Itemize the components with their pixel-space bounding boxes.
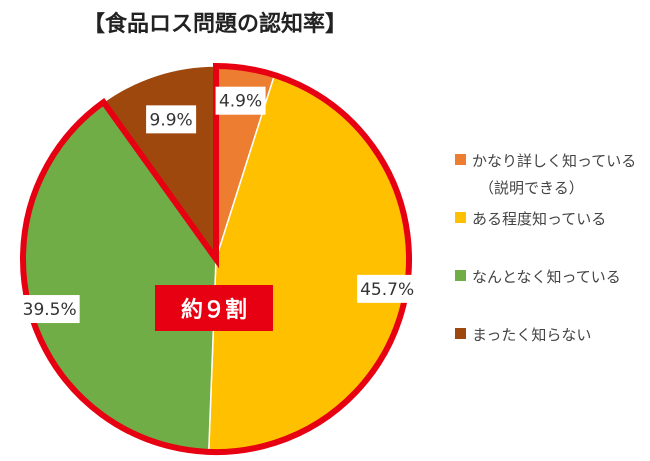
highlight-badge: 約９割 (155, 285, 273, 331)
legend-sublabel-1: （説明できる） (479, 179, 584, 197)
svg-text:45.7%: 45.7% (360, 280, 414, 300)
legend-swatch-2 (455, 212, 466, 223)
legend-swatch-1 (455, 154, 466, 165)
svg-text:9.9%: 9.9% (150, 110, 193, 130)
legend-label-2: ある程度知っている (472, 210, 607, 228)
legend-label-3: なんとなく知っている (472, 268, 621, 286)
highlight-outline (20, 62, 412, 455)
legend-swatch-3 (455, 270, 466, 281)
legend-item-1: かなり詳しく知っている （説明できる） (455, 150, 636, 198)
legend-item-3: なんとなく知っている (455, 266, 621, 287)
legend-item-2: ある程度知っている (455, 208, 606, 229)
data-label-1: 4.9% (215, 86, 266, 115)
data-label-3: 39.5% (19, 295, 80, 324)
svg-text:約９割: 約９割 (181, 297, 247, 323)
legend-label-4: まったく知らない (472, 326, 592, 344)
legend-item-4: まったく知らない (455, 324, 591, 345)
data-label-2: 45.7% (357, 274, 418, 303)
legend-label-1: かなり詳しく知っている (472, 152, 637, 170)
svg-text:4.9%: 4.9% (219, 92, 262, 112)
chart-title: 【食品ロス問題の認知率】 (82, 12, 347, 37)
legend-swatch-4 (455, 328, 466, 339)
svg-text:39.5%: 39.5% (23, 300, 77, 320)
data-label-4: 9.9% (146, 105, 197, 134)
